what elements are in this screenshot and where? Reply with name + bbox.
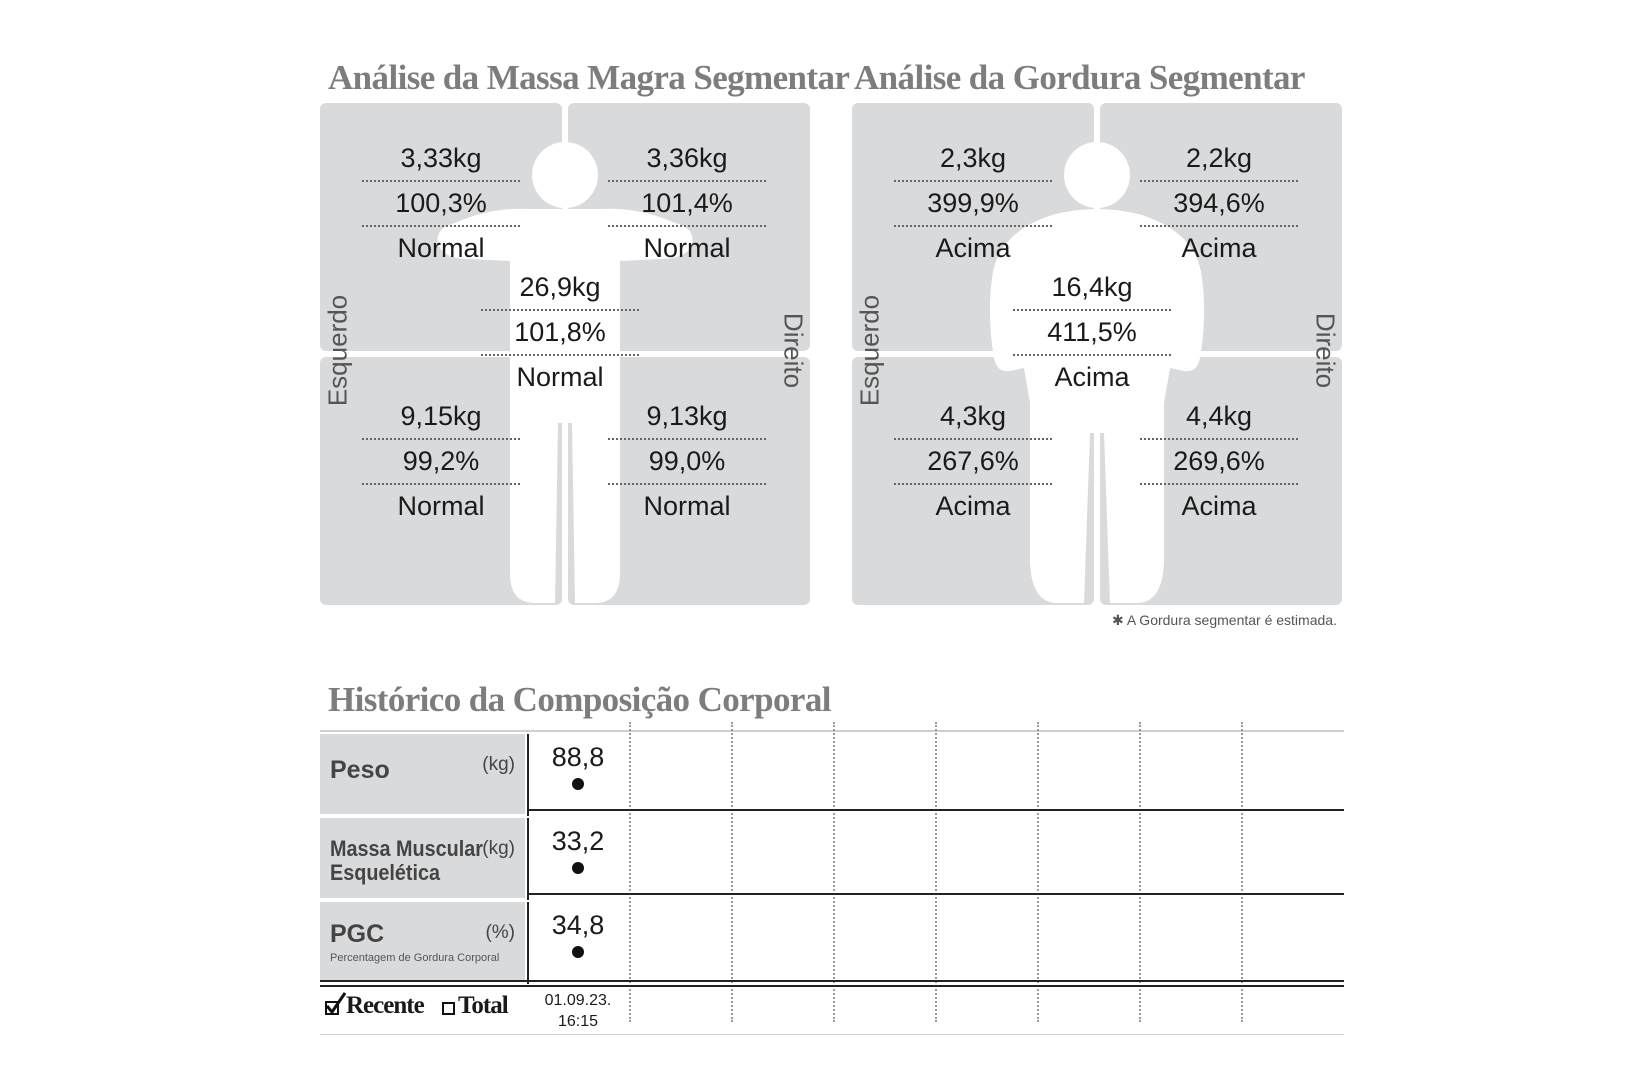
grid-line (1139, 722, 1141, 1022)
fat-left-arm-status: Acima (935, 233, 1011, 263)
history-row-weight: Peso (kg) 88,8 (320, 734, 1344, 814)
fat-left-arm-pct: 399,9% (894, 182, 1052, 227)
fat-panel: 2,3kg 399,9% Acima 2,2kg 394,6% Acima 16… (852, 103, 1342, 605)
lean-trunk: 26,9kg 101,8% Normal (481, 266, 639, 399)
lean-right-arm-kg: 3,36kg (608, 137, 766, 182)
row-baseline (528, 893, 1344, 895)
lean-right-arm-status: Normal (643, 233, 731, 263)
fat-footnote: ✱ A Gordura segmentar é estimada. (1112, 612, 1337, 628)
checkbox-unchecked-icon[interactable] (442, 1002, 456, 1016)
history-date: 01.09.23. (544, 992, 612, 1009)
history-label-cell: Massa Muscular Esquelética (kg) (320, 818, 525, 898)
lean-trunk-pct: 101,8% (481, 311, 639, 356)
fat-right-leg-status: Acima (1181, 491, 1257, 521)
grid-line (1037, 722, 1039, 1022)
lean-left-leg-status: Normal (397, 491, 485, 521)
fat-right-leg-kg: 4,4kg (1140, 395, 1298, 440)
total-label[interactable]: Total (458, 992, 509, 1019)
fat-right-arm-kg: 2,2kg (1140, 137, 1298, 182)
recent-label[interactable]: Recente (346, 992, 425, 1019)
muscle-value: 33,2 (551, 826, 605, 856)
weight-unit: (kg) (482, 754, 515, 775)
lean-left-leg-kg: 9,15kg (362, 395, 520, 440)
history-row-muscle: Massa Muscular Esquelética (kg) 33,2 (320, 818, 1344, 898)
grid-line (833, 722, 835, 1022)
fat-right-side-label: Direito (1310, 312, 1341, 389)
lean-left-arm: 3,33kg 100,3% Normal (362, 137, 520, 270)
weight-label: Peso (330, 756, 390, 784)
grid-line (731, 722, 733, 1022)
lean-left-arm-status: Normal (397, 233, 485, 263)
footer-double-rule-2 (320, 985, 1344, 987)
lean-left-arm-kg: 3,33kg (362, 137, 520, 182)
fat-trunk-pct: 411,5% (1013, 311, 1171, 356)
muscle-label-line2: Esquelética (330, 860, 441, 885)
checkbox-checked-icon[interactable] (324, 992, 346, 1018)
row-divider (527, 902, 529, 984)
lean-right-leg: 9,13kg 99,0% Normal (608, 395, 766, 528)
history-row-pgc: PGC Percentagem de Gordura Corporal (%) … (320, 902, 1344, 982)
lean-right-leg-status: Normal (643, 491, 731, 521)
row-divider (527, 818, 529, 900)
lean-body-silhouette-icon (437, 142, 693, 603)
lean-trunk-kg: 26,9kg (481, 266, 639, 311)
weight-point (572, 778, 584, 790)
lean-trunk-status: Normal (516, 362, 604, 392)
fat-left-leg: 4,3kg 267,6% Acima (894, 395, 1052, 528)
fat-trunk-status: Acima (1054, 362, 1130, 392)
history-label-cell: PGC Percentagem de Gordura Corporal (%) (320, 902, 525, 982)
fat-right-leg: 4,4kg 269,6% Acima (1140, 395, 1298, 528)
fat-left-leg-status: Acima (935, 491, 1011, 521)
grid-line (629, 722, 631, 1022)
muscle-point (572, 862, 584, 874)
lean-right-leg-kg: 9,13kg (608, 395, 766, 440)
fat-trunk: 16,4kg 411,5% Acima (1013, 266, 1171, 399)
history-filter: Recente Total (324, 990, 524, 1026)
grid-line (935, 722, 937, 1022)
fat-right-leg-pct: 269,6% (1140, 440, 1298, 485)
weight-value: 88,8 (551, 742, 605, 772)
pgc-value: 34,8 (551, 910, 605, 940)
pgc-point (572, 946, 584, 958)
fat-left-leg-pct: 267,6% (894, 440, 1052, 485)
lean-right-leg-pct: 99,0% (608, 440, 766, 485)
fat-analysis-title: Análise da Gordura Segmentar (854, 58, 1305, 97)
pgc-label: PGC (330, 920, 385, 948)
lean-analysis-title: Análise da Massa Magra Segmentar (328, 58, 850, 97)
fat-left-side-label: Esquerdo (854, 294, 885, 407)
lean-right-arm: 3,36kg 101,4% Normal (608, 137, 766, 270)
row-baseline (528, 809, 1344, 811)
grid-line (1241, 722, 1243, 1022)
fat-right-arm-pct: 394,6% (1140, 182, 1298, 227)
muscle-label: Massa Muscular (330, 836, 483, 861)
lean-left-arm-pct: 100,3% (362, 182, 520, 227)
lean-left-leg: 9,15kg 99,2% Normal (362, 395, 520, 528)
history-time: 16:15 (557, 1013, 599, 1030)
history-label-cell: Peso (kg) (320, 734, 525, 814)
lean-right-side-label: Direito (778, 312, 809, 389)
pgc-subtitle: Percentagem de Gordura Corporal (330, 952, 500, 964)
history-datetime: 01.09.23. 16:15 (528, 990, 628, 1032)
row-divider (527, 734, 529, 816)
fat-left-arm-kg: 2,3kg (894, 137, 1052, 182)
footer-double-rule-1 (320, 980, 1344, 982)
fat-right-arm: 2,2kg 394,6% Acima (1140, 137, 1298, 270)
lean-right-arm-pct: 101,4% (608, 182, 766, 227)
muscle-unit: (kg) (482, 838, 515, 859)
lean-left-side-label: Esquerdo (322, 294, 353, 407)
fat-left-arm: 2,3kg 399,9% Acima (894, 137, 1052, 270)
history-title: Histórico da Composição Corporal (328, 680, 831, 719)
history-bottom-rule (320, 1034, 1344, 1035)
history-top-rule (320, 730, 1344, 732)
fat-right-arm-status: Acima (1181, 233, 1257, 263)
lean-left-leg-pct: 99,2% (362, 440, 520, 485)
fat-left-leg-kg: 4,3kg (894, 395, 1052, 440)
fat-trunk-kg: 16,4kg (1013, 266, 1171, 311)
pgc-unit: (%) (485, 922, 515, 943)
fat-body-silhouette-icon (989, 142, 1205, 603)
lean-panel: 3,33kg 100,3% Normal 3,36kg 101,4% Norma… (320, 103, 810, 605)
